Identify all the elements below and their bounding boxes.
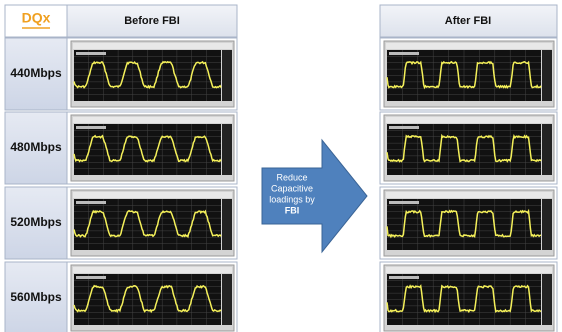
scope-side [222, 50, 232, 101]
scope-side [542, 199, 552, 250]
scope-topbar [73, 117, 232, 123]
scope-side [222, 124, 232, 175]
scope-side [542, 50, 552, 101]
row-label: 520Mbps [10, 215, 62, 229]
scope-topbar [73, 192, 232, 198]
scope-side [222, 274, 232, 325]
arrow-line: Reduce [276, 172, 307, 182]
scope-status [76, 52, 106, 55]
after-header: After FBI [445, 15, 491, 27]
diagram: DQx Before FBI After FBI ReduceCapacitiv… [0, 0, 562, 332]
scope-status [389, 276, 419, 279]
scope-status [76, 126, 106, 129]
scope-status [389, 52, 419, 55]
scope-status [389, 201, 419, 204]
before-header: Before FBI [124, 15, 180, 27]
scope-topbar [386, 43, 552, 49]
scope-topbar [386, 192, 552, 198]
scope-side [222, 199, 232, 250]
logo: DQx [22, 10, 51, 26]
scope-topbar [386, 267, 552, 273]
scope-status [76, 276, 106, 279]
scope-topbar [73, 43, 232, 49]
arrow-line: Capacitive [271, 183, 313, 193]
scope-side [542, 274, 552, 325]
row-label: 560Mbps [10, 290, 62, 304]
arrow-line: FBI [285, 205, 300, 215]
scope-topbar [386, 117, 552, 123]
scope-side [542, 124, 552, 175]
scope-status [389, 126, 419, 129]
scope-status [76, 201, 106, 204]
row-label: 480Mbps [10, 140, 62, 154]
row-label: 440Mbps [10, 66, 62, 80]
arrow-line: loadings by [269, 194, 315, 204]
scope-topbar [73, 267, 232, 273]
